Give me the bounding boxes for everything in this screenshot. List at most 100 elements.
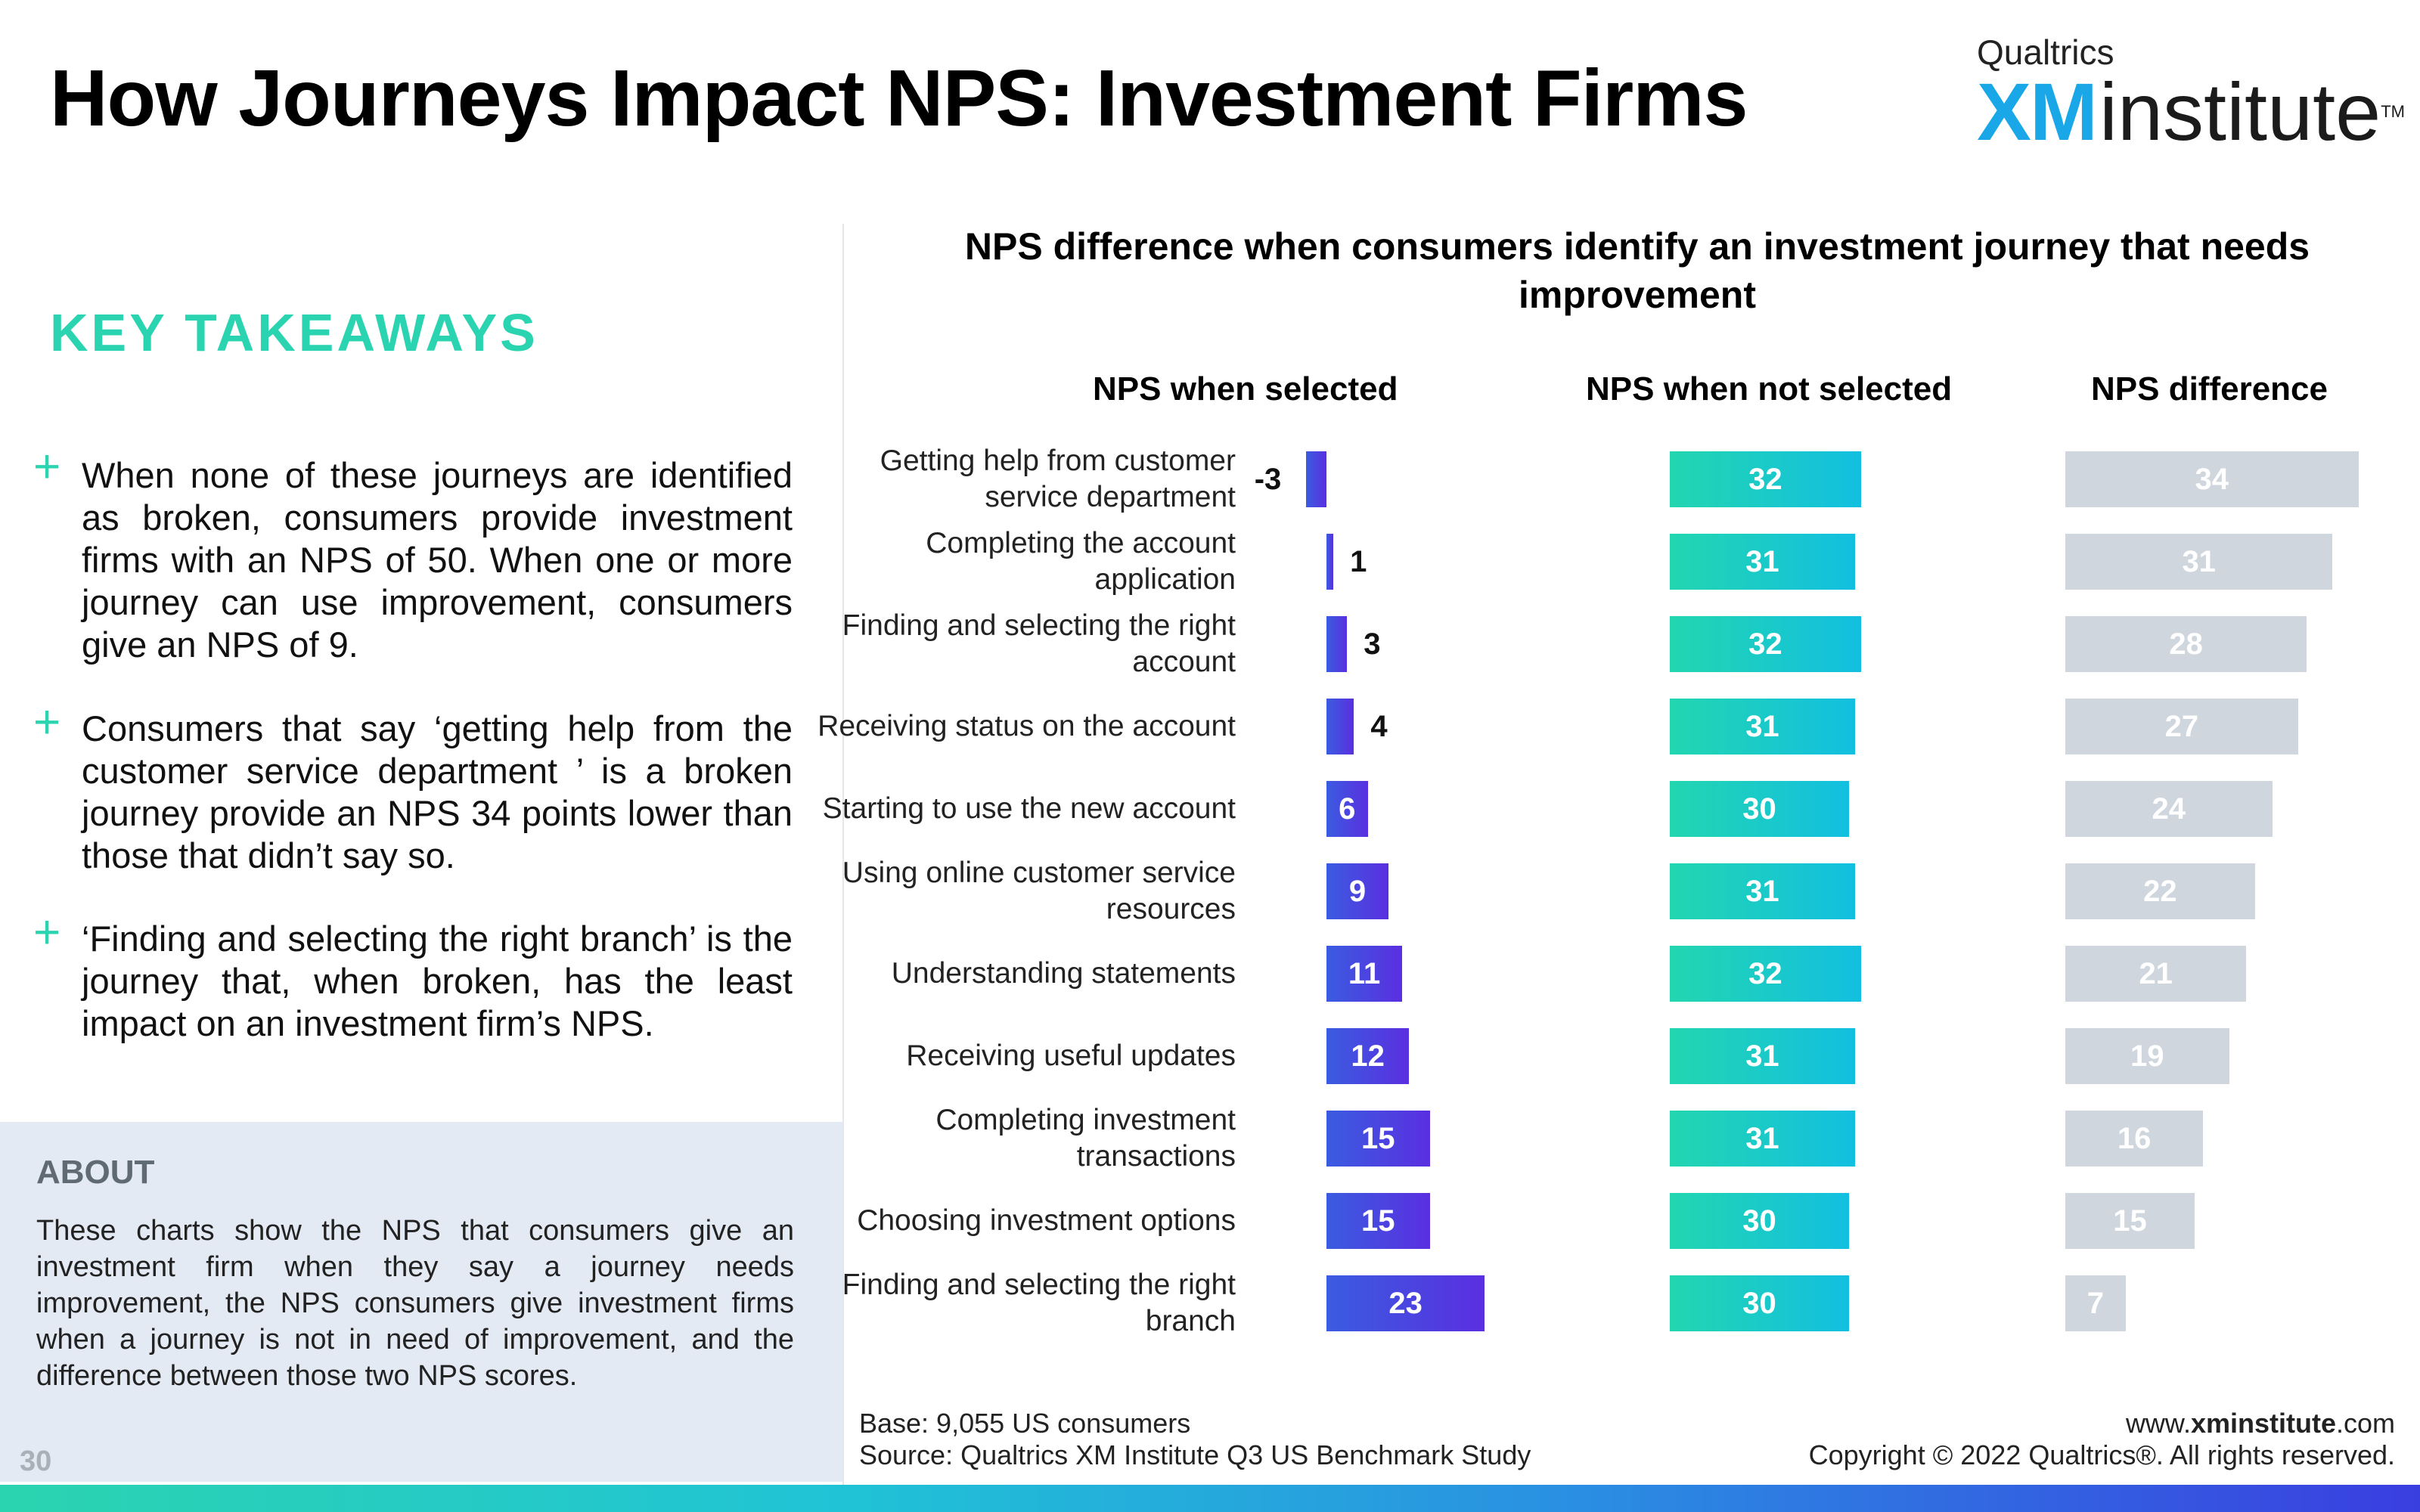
data-label-not-selected: 30 xyxy=(1742,1287,1776,1320)
column-header-selected: NPS when selected xyxy=(1093,370,1398,407)
data-label-difference: 27 xyxy=(2164,710,2199,743)
data-label-selected: 6 xyxy=(1339,792,1356,826)
page-title: How Journeys Impact NPS: Investment Firm… xyxy=(50,54,1748,143)
bar-nps-selected xyxy=(1326,946,1403,1002)
logo-qualtrics-text: Qualtrics xyxy=(1977,33,2114,72)
data-label-not-selected: 30 xyxy=(1742,1204,1776,1238)
footer-url-bold: xminstitute xyxy=(2190,1408,2336,1439)
bar-nps-difference xyxy=(2065,946,2247,1002)
category-label: Completing investment transactions xyxy=(935,1104,1236,1173)
data-label-not-selected: 32 xyxy=(1748,957,1782,990)
bar-nps-selected xyxy=(1305,451,1326,507)
category-label: Starting to use the new account xyxy=(822,792,1236,825)
bar-nps-selected xyxy=(1326,863,1388,919)
column-header-difference: NPS difference xyxy=(2091,370,2328,407)
category-label: Finding and selecting the right branch xyxy=(842,1269,1236,1337)
takeaway-item: ‘Finding and selecting the right branch’… xyxy=(82,919,793,1043)
bar-nps-difference xyxy=(2065,781,2273,837)
bottom-gradient-band xyxy=(0,1485,2420,1512)
takeaway-item: Consumers that say ‘getting help from th… xyxy=(82,708,793,875)
bar-nps-difference xyxy=(2065,1275,2126,1331)
data-label-not-selected: 31 xyxy=(1745,1122,1779,1155)
bar-nps-selected xyxy=(1326,534,1334,590)
bar-nps-not-selected xyxy=(1670,1193,1849,1249)
data-label-not-selected: 30 xyxy=(1742,792,1776,826)
data-label-difference: 22 xyxy=(2143,875,2177,908)
takeaway-item: When none of these journeys are identifi… xyxy=(82,455,793,665)
bar-nps-not-selected xyxy=(1670,1111,1855,1167)
about-panel xyxy=(0,1122,842,1482)
bar-nps-not-selected xyxy=(1670,781,1849,837)
bar-nps-selected xyxy=(1326,1275,1485,1331)
data-label-selected: 4 xyxy=(1370,710,1388,743)
bar-nps-selected xyxy=(1326,1193,1430,1249)
logo-trademark: TM xyxy=(2381,102,2405,121)
footer-source: Source: Qualtrics XM Institute Q3 US Ben… xyxy=(859,1439,1531,1470)
data-label-not-selected: 31 xyxy=(1745,875,1779,908)
about-text: These charts show the NPS that consumers… xyxy=(36,1215,794,1392)
bar-nps-difference xyxy=(2065,451,2359,507)
data-label-selected: 23 xyxy=(1388,1287,1423,1320)
chart-title: NPS difference when consumers identify a… xyxy=(964,225,2310,316)
category-label: Receiving status on the account xyxy=(818,710,1236,742)
category-label: Getting help from customer service depar… xyxy=(880,445,1236,513)
about-heading: ABOUT xyxy=(36,1154,155,1191)
data-label-difference: 28 xyxy=(2169,627,2203,661)
logo-wordmark: XMinstituteTM xyxy=(1977,71,2405,153)
plus-icon: + xyxy=(33,696,61,748)
bar-nps-difference xyxy=(2065,1111,2204,1167)
footer-url[interactable]: www.xminstitute.com xyxy=(2126,1408,2395,1439)
category-label: Receiving useful updates xyxy=(906,1040,1236,1072)
category-label: Choosing investment options xyxy=(857,1204,1236,1237)
column-header-not-selected: NPS when not selected xyxy=(1586,370,1953,407)
bar-nps-not-selected xyxy=(1670,616,1861,672)
data-label-difference: 31 xyxy=(2182,545,2216,578)
data-label-difference: 24 xyxy=(2152,792,2186,826)
data-label-selected: 3 xyxy=(1364,627,1381,661)
bar-nps-selected xyxy=(1326,1111,1430,1167)
data-label-difference: 34 xyxy=(2195,463,2229,496)
bar-nps-difference xyxy=(2065,863,2255,919)
logo-xm: XM xyxy=(1977,66,2098,157)
logo-institute: institute xyxy=(2099,66,2381,157)
data-label-selected: 12 xyxy=(1351,1040,1385,1073)
data-label-selected: 15 xyxy=(1361,1204,1395,1238)
bar-nps-difference xyxy=(2065,699,2298,754)
data-label-selected: 1 xyxy=(1350,545,1367,578)
data-label-not-selected: 31 xyxy=(1745,545,1779,578)
bar-nps-not-selected xyxy=(1670,451,1861,507)
plus-icon: + xyxy=(33,906,61,959)
vertical-divider xyxy=(842,224,844,1485)
bar-nps-difference xyxy=(2065,534,2333,590)
bar-nps-not-selected xyxy=(1670,946,1861,1002)
footer-url-suffix: .com xyxy=(2335,1408,2395,1439)
data-label-selected: -3 xyxy=(1254,463,1282,496)
page-number: 30 xyxy=(20,1445,52,1477)
data-label-selected: 11 xyxy=(1348,957,1381,990)
bar-nps-not-selected xyxy=(1670,699,1855,754)
key-takeaways-heading: KEY TAKEAWAYS xyxy=(50,303,538,362)
footer-url-prefix: www. xyxy=(2125,1408,2191,1439)
category-label: Understanding statements xyxy=(891,957,1236,990)
bar-nps-selected xyxy=(1326,1028,1410,1084)
bar-nps-difference xyxy=(2065,616,2307,672)
category-label: Using online customer service resources xyxy=(842,857,1236,925)
bar-nps-selected xyxy=(1326,781,1368,837)
bar-nps-difference xyxy=(2065,1193,2195,1249)
data-label-not-selected: 32 xyxy=(1748,627,1782,661)
bar-nps-difference xyxy=(2065,1028,2229,1084)
data-label-difference: 15 xyxy=(2113,1204,2147,1238)
bar-nps-not-selected xyxy=(1670,1275,1849,1331)
bar-nps-selected xyxy=(1326,699,1354,754)
data-label-difference: 19 xyxy=(2130,1040,2164,1073)
plus-icon: + xyxy=(33,441,61,493)
data-label-not-selected: 31 xyxy=(1745,1040,1779,1073)
data-label-difference: 7 xyxy=(2086,1287,2105,1320)
data-label-selected: 9 xyxy=(1348,875,1367,908)
qualtrics-xm-institute-logo: Qualtrics XMinstituteTM xyxy=(1977,32,2405,153)
category-label: Completing the account application xyxy=(926,527,1236,596)
data-label-not-selected: 31 xyxy=(1745,710,1779,743)
bar-nps-selected xyxy=(1326,616,1348,672)
data-label-not-selected: 32 xyxy=(1748,463,1782,496)
data-label-difference: 21 xyxy=(2139,957,2173,990)
